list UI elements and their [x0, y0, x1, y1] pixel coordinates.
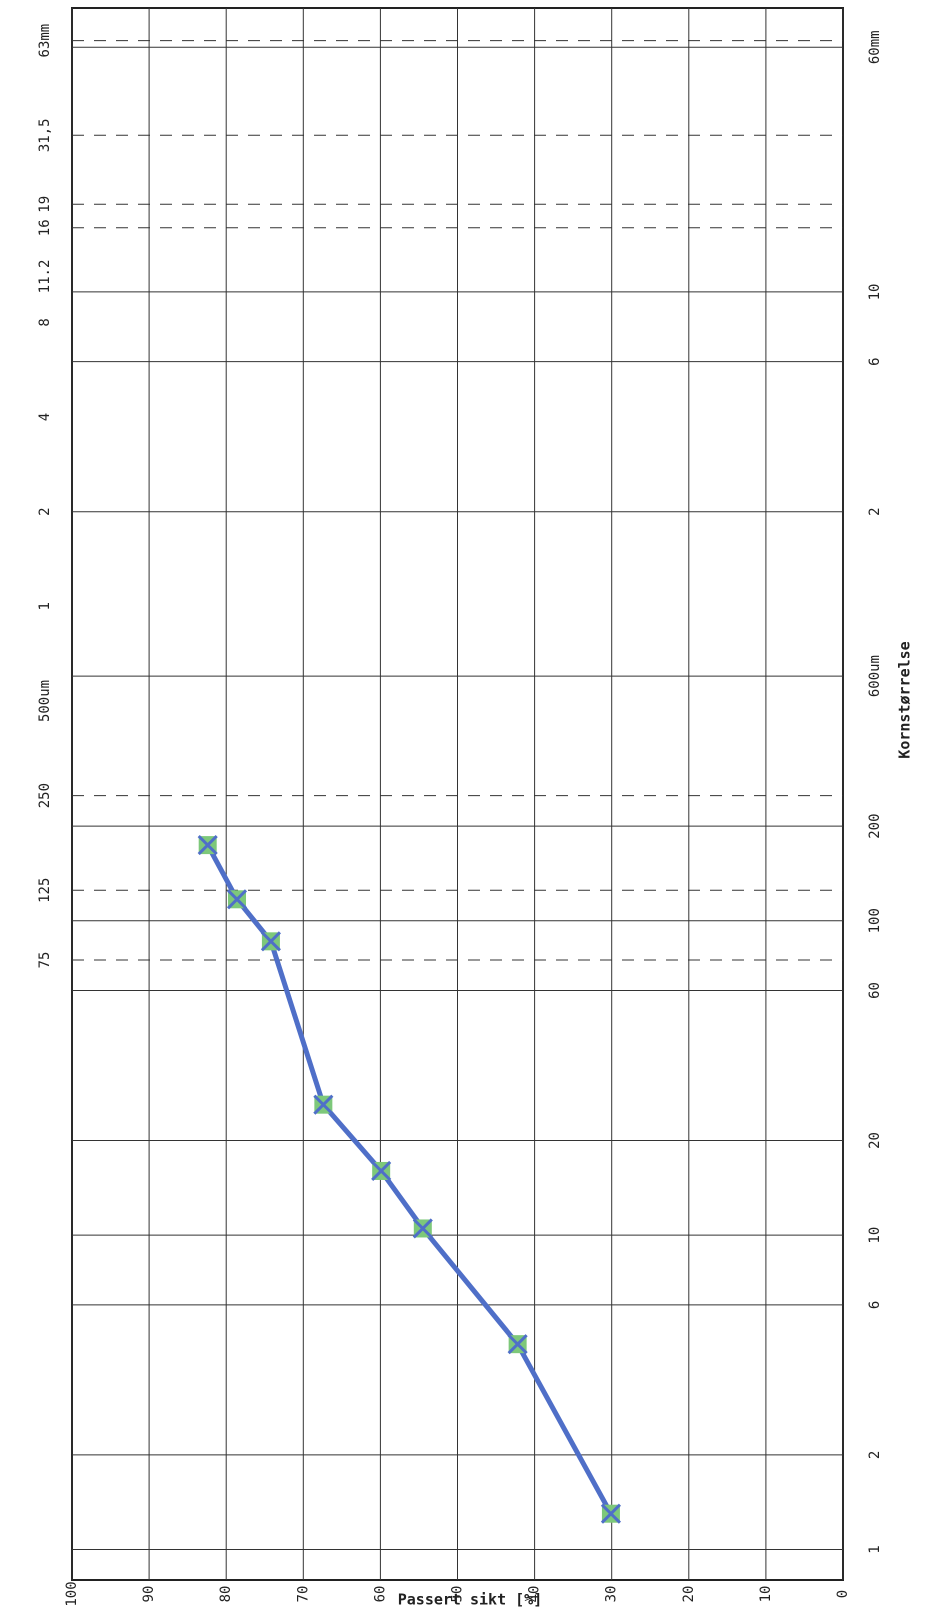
x-tick-label: 2 [867, 507, 883, 515]
y-tick-label: 30 [604, 1586, 620, 1603]
x-axis-label: Kornstørrelse [896, 641, 914, 758]
sieve-tick-label: 31,5 [37, 118, 53, 152]
data-marker [507, 1334, 528, 1355]
y-tick-label: 100 [64, 1581, 80, 1606]
y-tick-label: 70 [295, 1586, 311, 1603]
sieve-tick-label: 16 [37, 219, 53, 236]
x-tick-label: 1 [867, 1545, 883, 1553]
data-marker [371, 1160, 392, 1182]
sieve-tick-label: 75 [37, 952, 53, 969]
x-tick-label: 10 [867, 284, 883, 301]
data-marker [260, 931, 281, 952]
sieve-tick-label: 500um [37, 680, 53, 722]
data-marker [313, 1094, 334, 1115]
x-tick-label: 6 [867, 357, 883, 365]
x-tick-label: 6 [867, 1301, 883, 1309]
data-marker [226, 889, 248, 910]
sieve-tick-label: 1 [37, 602, 53, 610]
x-tick-label: 60 [867, 982, 883, 999]
data-marker [197, 835, 218, 856]
x-tick-label: 200 [867, 813, 883, 838]
sieve-tick-label: 125 [37, 878, 53, 903]
x-tick-label: 10 [867, 1227, 883, 1244]
y-tick-label: 0 [835, 1590, 851, 1598]
sieve-tick-label: 2 [37, 507, 53, 515]
sieve-tick-label: 19 [37, 196, 53, 213]
y-tick-label: 80 [218, 1586, 234, 1603]
y-tick-label: 60 [372, 1586, 388, 1603]
y-tick-label: 40 [527, 1586, 543, 1603]
x-tick-label: 600um [867, 655, 883, 697]
x-tick-label: 20 [867, 1132, 883, 1149]
data-marker [600, 1503, 621, 1524]
sieve-tick-label: 250 [37, 783, 53, 808]
x-tick-label: 2 [867, 1451, 883, 1459]
x-tick-label: 100 [867, 908, 883, 933]
sieve-tick-label: 4 [37, 413, 53, 421]
sieve-tick-label: 11.2 [37, 260, 53, 294]
x-tick-label: 60mm [867, 30, 883, 64]
sieve-tick-label: 8 [37, 318, 53, 326]
y-tick-label: 10 [758, 1586, 774, 1603]
y-tick-label: 20 [681, 1586, 697, 1603]
y-axis-label: Passert sikt [%] [398, 1591, 543, 1609]
y-tick-label: 90 [141, 1586, 157, 1603]
sieve-tick-label: 63mm [37, 24, 53, 58]
data-marker [412, 1218, 433, 1239]
y-tick-label: 50 [450, 1586, 466, 1603]
